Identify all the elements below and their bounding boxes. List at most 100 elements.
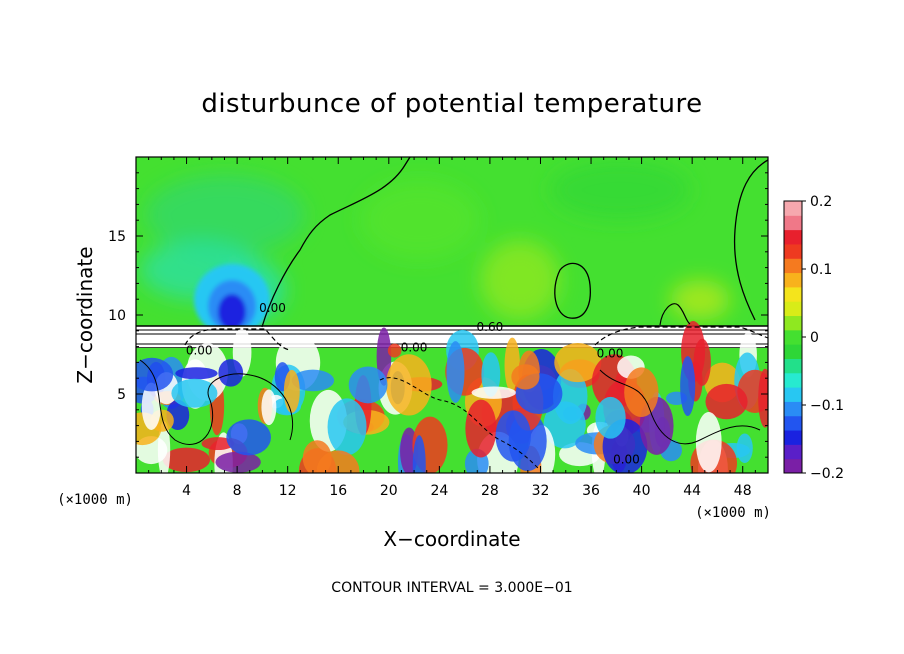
turbulence-blob — [412, 435, 426, 473]
colorbar-swatch — [784, 301, 802, 317]
y-tick-label: 15 — [108, 229, 126, 245]
turbulence-blob — [171, 378, 218, 408]
contour-zero-upper — [261, 157, 411, 328]
colorbar-swatch — [784, 430, 802, 445]
contour-label: 0.00 — [401, 340, 428, 354]
turbulence-blob — [226, 419, 271, 456]
turbulence-blob — [348, 366, 388, 404]
colorbar — [783, 200, 803, 474]
y-tick-label: 10 — [108, 308, 126, 324]
x-tick-label: 12 — [279, 483, 297, 499]
turbulence-blob — [261, 389, 277, 426]
colorbar-swatch — [784, 272, 802, 288]
colorbar-swatch — [784, 458, 802, 474]
colorbar-swatch — [784, 358, 802, 374]
turbulence-blob — [316, 450, 360, 473]
turbulence-blob — [291, 369, 335, 392]
colorbar-swatch — [784, 315, 802, 331]
upper-layer-shading — [140, 160, 730, 320]
turbulence-blob — [680, 356, 696, 417]
colorbar-swatch — [784, 201, 802, 216]
colorbar-swatch — [784, 215, 802, 231]
x-tick-label: 44 — [683, 483, 701, 499]
colorbar-swatch — [784, 243, 802, 259]
contour-label: 0.60 — [477, 320, 504, 334]
turbulence-blob — [387, 343, 402, 358]
x-tick-label: 32 — [532, 483, 550, 499]
colorbar-tick-label: −0.2 — [810, 466, 844, 482]
x-tick-label: 20 — [380, 483, 398, 499]
x-tick-label: 24 — [430, 483, 448, 499]
colorbar-tick-label: 0.1 — [810, 262, 832, 278]
potential-temperature-field — [136, 157, 768, 473]
y-tick-label: 5 — [117, 387, 126, 403]
turbulence-blob — [552, 369, 588, 424]
turbulence-blob — [481, 352, 501, 397]
contour-lower-2 — [379, 377, 541, 471]
turbulence-blob — [215, 451, 261, 473]
contour-label: 0.00 — [613, 453, 640, 467]
y-axis-ticks: 5 10 15 — [108, 172, 768, 458]
contour-closed-loop — [554, 262, 591, 319]
contour-label: 0.00 — [597, 347, 624, 361]
x-tick-label: 8 — [233, 483, 242, 499]
x-tick-label: 28 — [481, 483, 499, 499]
y-axis-unit: (×1000 m) — [57, 492, 133, 508]
turbulence-blob — [695, 411, 722, 473]
cyan-anomaly — [194, 264, 270, 336]
turbulence-blob — [495, 410, 531, 462]
turbulence-blob — [471, 386, 517, 399]
contour-wavy-right — [659, 303, 691, 326]
turbulence-blob — [693, 338, 711, 386]
contour-label: 0.00 — [259, 301, 286, 315]
colorbar-tick-label: −0.1 — [810, 398, 844, 414]
contour-interval-label: CONTOUR INTERVAL = 3.000E−01 — [331, 580, 572, 596]
turbulence-blob — [136, 357, 174, 392]
colorbar-swatch — [784, 444, 802, 460]
colorbar-tick-label: 0.2 — [810, 194, 832, 210]
colorbar-swatch — [784, 344, 802, 359]
contour-zero-right — [733, 159, 768, 321]
x-axis-unit: (×1000 m) — [695, 505, 771, 521]
x-tick-label: 40 — [633, 483, 651, 499]
turbulence-blob — [218, 359, 244, 387]
turbulence-blob — [705, 383, 748, 420]
contour-dashed-band — [184, 326, 768, 351]
x-tick-label: 16 — [329, 483, 347, 499]
colorbar-swatch — [784, 415, 802, 431]
turbulence-blob — [446, 341, 465, 403]
colorbar-swatch — [784, 258, 802, 274]
contour-label: 0.00 — [186, 344, 213, 358]
colorbar-tick-label: 0 — [810, 330, 819, 346]
turbulence-blob — [554, 342, 602, 383]
x-tick-label: 48 — [734, 483, 752, 499]
y-axis-label: Z−coordinate — [73, 246, 97, 383]
turbulence-blob — [201, 437, 235, 451]
turbulence-blob — [175, 367, 218, 380]
colorbar-swatch — [784, 286, 802, 302]
contour-lines — [139, 157, 768, 471]
turbulence-blob — [283, 369, 300, 414]
contour-lower-1 — [139, 359, 294, 445]
turbulence-blob — [141, 382, 161, 430]
colorbar-swatch — [784, 372, 802, 388]
turbulence-blob — [758, 368, 768, 428]
turbulence-blob — [624, 367, 659, 418]
x-axis-label: X−coordinate — [383, 527, 520, 551]
lower-layer-turbulence — [136, 321, 768, 473]
colorbar-ticks: 0.2 0.1 0 −0.1 −0.2 — [802, 194, 844, 482]
contour-labels: 0.00 0.60 0.00 0.00 0.00 0.00 — [186, 301, 640, 467]
colorbar-swatch — [784, 401, 802, 417]
turbulence-blob — [162, 447, 211, 473]
x-tick-label: 36 — [582, 483, 600, 499]
turbulence-blob — [511, 364, 540, 390]
colorbar-swatch — [784, 329, 802, 345]
turbulence-blob — [465, 399, 497, 458]
x-axis-ticks: 4 8 12 16 20 24 28 32 36 40 44 48 — [148, 157, 756, 499]
chart-title: disturbunce of potential temperature — [201, 89, 702, 119]
turbulence-blob — [595, 396, 626, 439]
contour-lower-3 — [599, 369, 761, 445]
x-tick-label: 4 — [182, 483, 191, 499]
turbulence-blob — [327, 398, 367, 456]
